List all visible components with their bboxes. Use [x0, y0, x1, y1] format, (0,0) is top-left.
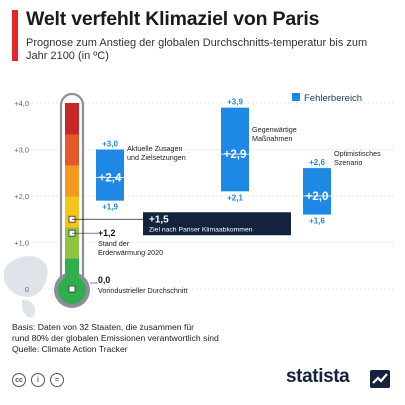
y-tick-label: 0 [25, 285, 29, 294]
scenario-label: Szenario [334, 158, 362, 167]
y-tick-label: +2,0 [14, 192, 29, 201]
title-accent-bar [12, 10, 18, 61]
page-subtitle: Prognose zum Anstieg der globalen Durchs… [26, 37, 368, 62]
scenario-label: Optimistisches [334, 149, 381, 158]
mid-value-label: +2,9 [224, 149, 247, 161]
mid-value-label: +2,0 [306, 191, 329, 203]
mid-value-label: +2,4 [99, 172, 122, 184]
nd-icon[interactable]: = [50, 373, 64, 387]
marker-value: 0,0 [98, 275, 110, 285]
thermometer-segment [65, 134, 79, 166]
high-label: +3,9 [227, 98, 243, 107]
y-tick-label: +3,0 [14, 146, 29, 155]
y-tick-label: +4,0 [14, 99, 29, 108]
license-icons: cc i = [12, 373, 64, 387]
world-map-icon [4, 256, 48, 318]
cc-icon[interactable]: cc [12, 373, 26, 387]
marker-text: Vorindustrieller Durchschnitt [98, 286, 187, 295]
paris-target-text: Ziel nach Pariser Klimaabkommen [149, 226, 253, 233]
marker-text: Erderwärmung 2020 [98, 248, 163, 257]
error-range-bar [303, 168, 331, 215]
page-title: Welt verfehlt Klimaziel von Paris [26, 8, 320, 30]
marker-square [68, 285, 76, 293]
paris-target-value: +1,5 [149, 214, 169, 225]
scenario-label: Gegenwärtige [252, 125, 297, 134]
scenario-label: und Zielsetzungen [127, 153, 186, 162]
scenario-label: Maßnahmen [252, 134, 292, 143]
error-range-bar [96, 149, 124, 201]
thermometer-segment [65, 227, 79, 259]
paris-target-banner [143, 212, 291, 236]
thermometer-segment [65, 165, 79, 197]
y-tick-label: +1,0 [14, 239, 29, 248]
legend-label: Fehlerbereich [304, 93, 362, 104]
high-label: +3,0 [102, 140, 118, 149]
error-range-bar [221, 107, 249, 192]
thermometer-segment [65, 103, 79, 135]
source-note: Basis: Daten von 32 Staaten, die zusamme… [12, 322, 219, 354]
legend-swatch [292, 93, 300, 101]
thermometer-segment [65, 196, 79, 228]
low-label: +1,9 [102, 203, 118, 212]
by-icon[interactable]: i [31, 373, 45, 387]
marker-text: Stand der [98, 239, 130, 248]
high-label: +2,6 [309, 158, 325, 167]
statista-logo-icon [370, 370, 390, 388]
marker-value: +1,2 [98, 228, 115, 238]
low-label: +2,1 [227, 193, 243, 202]
statista-logo[interactable]: statista [286, 366, 350, 387]
scenario-label: Aktuelle Zusagen [127, 144, 183, 153]
low-label: +1,6 [309, 217, 325, 226]
